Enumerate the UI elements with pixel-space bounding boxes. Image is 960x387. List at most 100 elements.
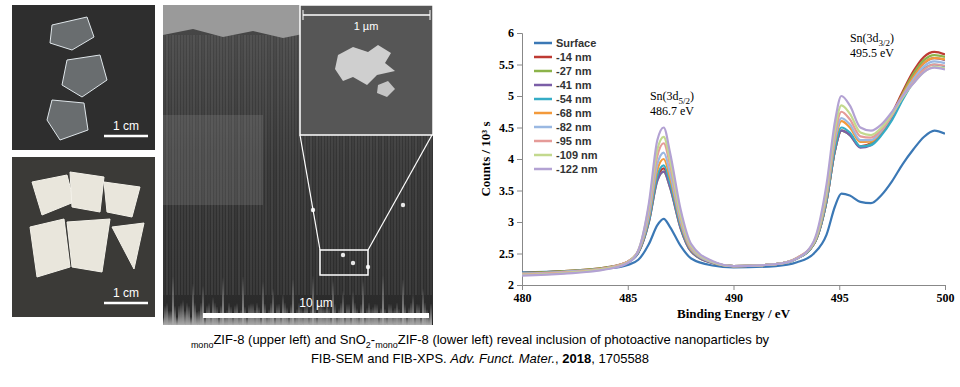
spectrum-line (522, 131, 945, 273)
y-tick: 6 (508, 26, 522, 40)
scale-bar (203, 313, 429, 318)
y-tick-label: 3.5 (499, 184, 514, 198)
sem-streak (295, 35, 297, 295)
legend-entry: -95 nm (534, 135, 592, 147)
legend-label: -41 nm (556, 79, 592, 91)
y-tick: 4.5 (499, 121, 522, 135)
crystal-shard (104, 182, 140, 217)
text-segment: , (555, 351, 562, 366)
sem-streak (265, 35, 267, 295)
photo-panel: 1 cm (12, 157, 155, 317)
inset-background (300, 5, 433, 135)
spectrum-line (522, 52, 945, 273)
x-tick: 500 (937, 285, 955, 305)
legend-label: -68 nm (556, 107, 592, 119)
x-axis-line (523, 286, 946, 291)
legend-swatch (534, 98, 552, 101)
zoom-line (300, 135, 320, 250)
annotation-line: 486.7 eV (650, 104, 694, 118)
text-segment: 486.7 eV (650, 104, 694, 118)
spectrum-line (522, 55, 945, 273)
x-tick-mark (945, 285, 946, 290)
legend-entry: -68 nm (534, 107, 592, 119)
y-tick: 2 (508, 278, 522, 292)
x-tick-label: 480 (514, 291, 532, 305)
sem-streak (280, 35, 282, 295)
sem-panel: 1 µm10 µm (163, 5, 433, 325)
nanoparticle (401, 203, 405, 207)
y-axis-title: Counts / 10³ s (478, 121, 493, 196)
text-segment: FIB-SEM and FIB-XPS. (311, 351, 450, 366)
spectrum-line (522, 68, 945, 276)
scale-bar (104, 135, 148, 138)
scale-bar-label: 1 cm (113, 119, 139, 133)
text-segment: 495.5 eV (850, 46, 894, 60)
y-tick-mark (517, 254, 522, 255)
sem-streak (277, 35, 279, 295)
text-segment: ) (690, 89, 694, 103)
photo-background (12, 157, 155, 317)
x-tick: 495 (831, 285, 849, 305)
legend-label: -14 nm (556, 51, 592, 63)
sem-streak (274, 35, 276, 295)
sem-background (163, 5, 433, 325)
crystal-shard (50, 17, 94, 50)
crystal-shard (112, 223, 144, 269)
x-tick: 485 (619, 285, 637, 305)
text-segment: , 1705588 (591, 351, 649, 366)
x-tick: 490 (725, 285, 743, 305)
y-tick-mark (517, 65, 522, 66)
x-tick-label: 485 (619, 291, 637, 305)
y-tick: 3 (508, 215, 522, 229)
y-tick-label: 3 (508, 215, 514, 229)
x-tick-label: 490 (725, 291, 743, 305)
sem-streak (292, 35, 294, 295)
zoom-box (320, 250, 368, 275)
x-axis-title: Binding Energy / eV (677, 306, 791, 321)
y-tick-label: 5 (508, 89, 514, 103)
crystal-shard (70, 172, 104, 212)
scale-bar-end (303, 10, 304, 20)
crystal-shard (32, 175, 74, 215)
plot-lines (522, 52, 945, 276)
text-segment: Sn(3d (850, 31, 879, 45)
y-tick-label: 5.5 (499, 58, 514, 72)
x-tick-mark (839, 285, 840, 290)
text-segment: Adv. Funct. Mater. (449, 351, 555, 366)
chart: 48048549049550022.533.544.555.56Binding … (478, 26, 955, 321)
legend-swatch (534, 70, 552, 73)
legend-entry: -54 nm (534, 93, 592, 105)
zoom-line (368, 135, 432, 250)
y-tick: 5 (508, 89, 522, 103)
text-segment: Sn(3d (650, 89, 679, 103)
peak-annotation: Sn(3d3/2)495.5 eV (850, 31, 894, 60)
legend-swatch (534, 168, 552, 171)
spectrum-line (522, 65, 945, 275)
scale-bar-label: 10 µm (299, 296, 333, 310)
text-segment: mono (191, 340, 214, 350)
scale-bar (104, 302, 148, 305)
y-tick-mark (517, 191, 522, 192)
legend-swatch (534, 112, 552, 115)
y-tick-label: 2.5 (499, 247, 514, 261)
y-axis: 22.533.544.555.56 (499, 26, 523, 292)
annotation-line: 495.5 eV (850, 46, 894, 60)
scale-bar-end (430, 10, 431, 20)
legend-entry: -41 nm (534, 79, 592, 91)
legend: Surface-14 nm-27 nm-41 nm-54 nm-68 nm-82… (534, 37, 598, 175)
x-tick-label: 500 (937, 291, 955, 305)
text-segment: ZIF-8 (lower left) reveal inclusion of p… (398, 332, 770, 347)
y-tick-mark (517, 33, 522, 34)
spectrum-line (522, 65, 945, 274)
legend-label: Surface (556, 37, 596, 49)
y-tick-mark (517, 96, 522, 97)
sem-spikes (163, 275, 432, 325)
x-axis: 480 485 490 495 500 (514, 285, 955, 305)
legend-label: -109 nm (556, 149, 598, 161)
spectrum-line (522, 58, 945, 273)
text-segment: ZIF-8 (upper left) and SnO (213, 332, 365, 347)
legend-swatch (534, 126, 552, 129)
legend-swatch (534, 42, 552, 45)
legend-label: -95 nm (556, 135, 592, 147)
y-tick-mark (517, 159, 522, 160)
